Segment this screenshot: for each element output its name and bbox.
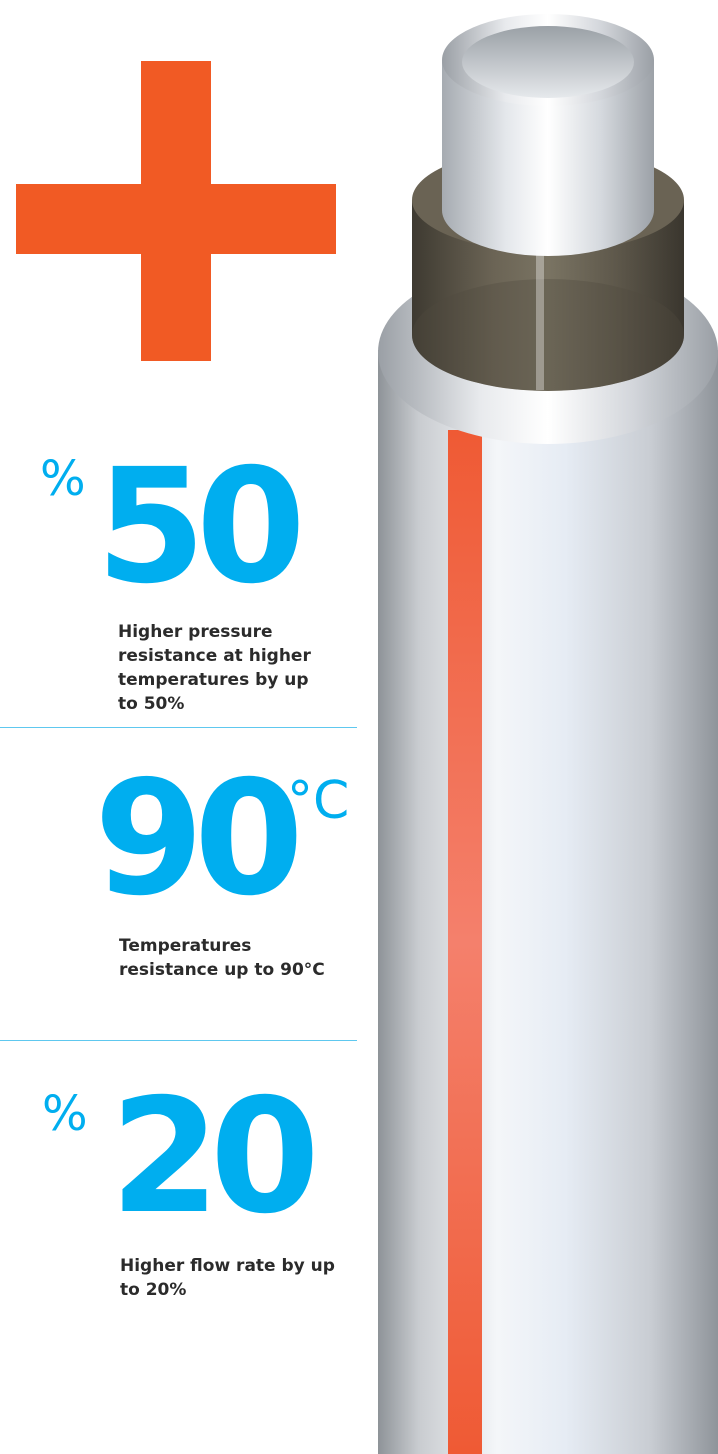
stat-flow-description: Higher flow rate by up to 20% [120, 1256, 335, 1300]
stat-temperature-description: Temperatures resistance up to 90°C [119, 936, 325, 980]
pipe-illustration [378, 14, 718, 1454]
stat-pressure-value: 50 [96, 435, 306, 619]
stat-temperature-unit: °C [287, 771, 350, 831]
stat-pressure-description: Higher pressure resistance at higher tem… [118, 622, 311, 714]
stat-temperature-value: 90 [94, 747, 304, 931]
divider [0, 727, 357, 728]
pipe-inner-layer [412, 200, 684, 391]
pipe-inner-tube-hole [462, 26, 634, 98]
stat-pressure-unit: % [40, 451, 86, 507]
pipe-stripe [448, 430, 482, 1454]
divider [0, 1040, 357, 1041]
pipe-inner-tube [442, 60, 654, 256]
plus-icon-horizontal-bar [16, 184, 336, 254]
stat-flow-value: 20 [110, 1065, 320, 1249]
stat-flow-unit: % [42, 1086, 88, 1142]
pipe-outer-body [378, 350, 718, 1454]
